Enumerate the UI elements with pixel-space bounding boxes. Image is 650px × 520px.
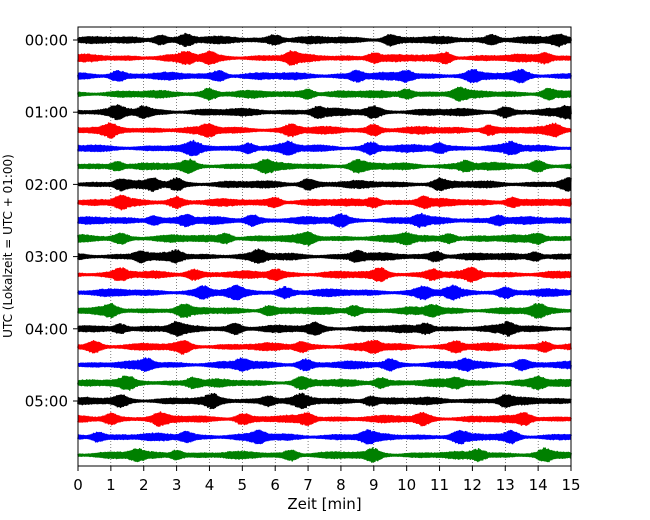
x-tick-label: 6 (270, 476, 280, 494)
x-tick-label: 15 (561, 476, 580, 494)
trace-0145 (77, 158, 572, 175)
x-tick-label: 8 (336, 476, 346, 494)
seismogram-traces (77, 32, 572, 463)
trace-0515 (77, 411, 572, 427)
y-tick-label: 03:00 (25, 248, 68, 266)
x-tick-label: 0 (73, 476, 83, 494)
y-tick-label: 02:00 (25, 176, 68, 194)
trace-0430 (77, 357, 572, 373)
x-axis-ticks: 0 1 2 3 4 5 6 7 8 9 10 11 12 13 14 15 (73, 466, 581, 494)
trace-0545 (77, 447, 572, 463)
x-tick-label: 7 (303, 476, 313, 494)
trace-0200 (77, 177, 572, 193)
trace-0000 (77, 32, 572, 48)
y-tick-label: 04:00 (25, 320, 68, 338)
trace-0315 (77, 266, 572, 283)
trace-0030 (77, 68, 572, 84)
trace-0100 (77, 104, 572, 121)
y-tick-label: 05:00 (25, 393, 68, 411)
trace-0215 (77, 194, 572, 211)
x-tick-label: 4 (205, 476, 215, 494)
trace-0415 (77, 339, 572, 355)
trace-0115 (77, 122, 572, 139)
trace-0245 (77, 231, 572, 247)
x-tick-label: 5 (238, 476, 248, 494)
trace-0015 (77, 50, 572, 66)
x-tick-label: 11 (430, 476, 449, 494)
trace-0345 (77, 302, 572, 319)
y-tick-label: 00:00 (25, 32, 68, 50)
trace-0130 (77, 139, 572, 157)
grid (110, 27, 539, 466)
trace-0045 (77, 86, 572, 102)
trace-0300 (77, 248, 572, 264)
x-tick-label: 14 (529, 476, 548, 494)
x-tick-label: 13 (496, 476, 515, 494)
x-tick-label: 10 (397, 476, 416, 494)
y-tick-label: 01:00 (25, 104, 68, 122)
x-tick-label: 3 (172, 476, 182, 494)
y-axis-label: UTC (Lokalzeit = UTC + 01:00) (1, 154, 15, 338)
x-tick-label: 2 (139, 476, 149, 494)
trace-0445 (77, 375, 572, 391)
x-axis-label: Zeit [min] (287, 495, 361, 513)
trace-0500 (77, 392, 572, 410)
x-tick-label: 12 (463, 476, 482, 494)
trace-0400 (77, 320, 572, 337)
x-tick-label: 1 (106, 476, 116, 494)
trace-0530 (77, 429, 572, 445)
plot-area-frame (77, 26, 572, 467)
x-tick-label: 9 (369, 476, 379, 494)
trace-0330 (77, 284, 572, 301)
y-axis-ticks: 00:00 01:00 02:00 03:00 04:00 05:00 (25, 32, 78, 411)
trace-0230 (77, 212, 572, 229)
